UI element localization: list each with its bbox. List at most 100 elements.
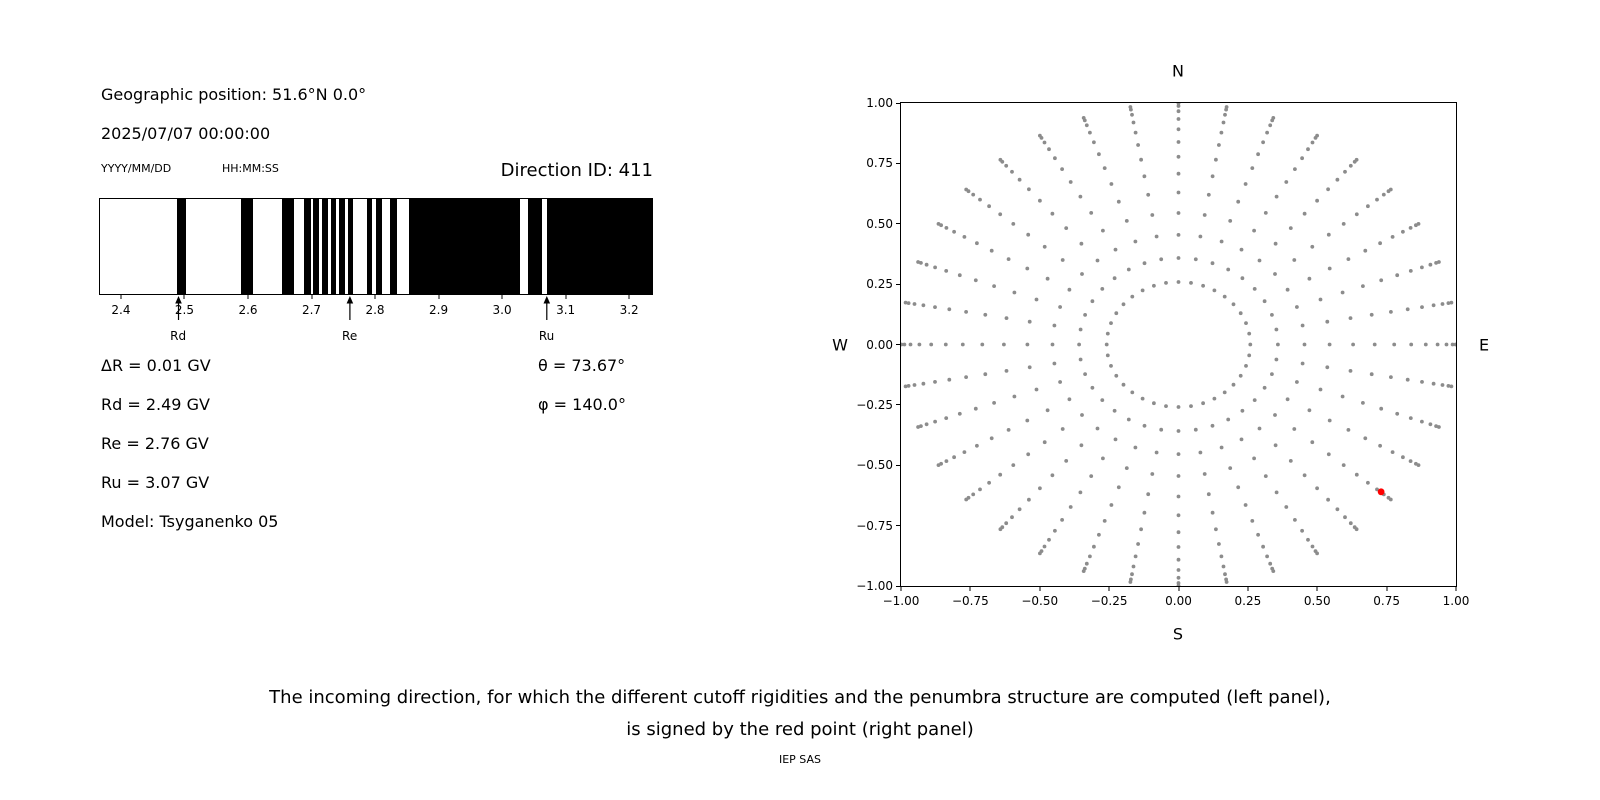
red-point [1377, 488, 1385, 496]
penumbra-plot [99, 198, 653, 295]
penumbra-band [313, 199, 320, 294]
theta-text: θ = 73.67° [538, 356, 626, 375]
penumbra-band [282, 199, 295, 294]
penumbra-band [241, 199, 254, 294]
phi-text: φ = 140.0° [538, 395, 626, 414]
x-tick-label: 0.00 [1165, 594, 1192, 608]
grid-dots [899, 101, 1458, 588]
compass-east: E [1478, 335, 1490, 355]
x-tick-mark [1039, 587, 1041, 591]
penumbra-tick-mark [501, 295, 503, 299]
y-tick-label: 1.00 [866, 96, 893, 110]
y-tick-mark [896, 525, 900, 527]
penumbra-tick-label: 2.5 [174, 303, 195, 317]
dir-xtick-marks [900, 587, 1457, 591]
penumbra-band [348, 199, 354, 294]
penumbra-tick-mark [628, 295, 630, 299]
penumbra-band [375, 199, 383, 294]
penumbra-band [408, 199, 520, 294]
penumbra-tick-mark [374, 295, 376, 299]
delta-r-text: ΔR = 0.01 GV [101, 356, 211, 375]
penumbra-tick-mark [247, 295, 249, 299]
y-tick-mark [896, 162, 900, 164]
marker-label: Rd [170, 329, 187, 343]
penumbra-band [322, 199, 329, 294]
penumbra-band [338, 199, 346, 294]
y-tick-label: 0.75 [866, 156, 893, 171]
y-tick-mark [896, 404, 900, 406]
x-tick-label: 0.75 [1373, 594, 1400, 608]
datetime-text: 2025/07/07 00:00:00 [101, 124, 271, 143]
model-text: Model: Tsyganenko 05 [101, 512, 279, 531]
direction-id-text: Direction ID: 411 [500, 160, 653, 181]
up-arrow-icon [346, 296, 353, 320]
x-tick-mark [969, 587, 971, 591]
penumbra-band [390, 199, 397, 294]
penumbra-tick-label: 2.9 [429, 303, 449, 317]
penumbra-tick-mark [120, 295, 122, 299]
direction-scatter [899, 101, 1458, 588]
x-tick-mark [1386, 587, 1388, 591]
x-tick-label: −0.50 [1021, 594, 1059, 608]
marker-label: Re [342, 329, 358, 343]
penumbra-tick-label: 3.0 [492, 303, 512, 317]
penumbra-band [528, 199, 543, 294]
x-tick-mark [1108, 587, 1110, 591]
y-tick-label: 0.50 [866, 216, 893, 231]
y-tick-mark [896, 585, 900, 587]
x-tick-mark [1247, 587, 1249, 591]
x-tick-label: −0.25 [1090, 594, 1128, 608]
date-format-label: YYYY/MM/DD [101, 162, 172, 175]
x-tick-mark [1316, 587, 1318, 591]
compass-south: S [1172, 624, 1184, 644]
re-text: Re = 2.76 GV [101, 434, 209, 453]
dir-xtick-labels: −1.00 −0.75 −0.50 −0.25 0.00 0.25 0.50 0.75 1.00 [883, 592, 1470, 608]
penumbra-tick-label: 2.4 [111, 303, 131, 317]
caption-line2: is signed by the red point (right panel) [626, 719, 974, 740]
y-tick-label: −0.75 [856, 518, 893, 533]
x-tick-mark [1178, 587, 1179, 591]
penumbra-band [303, 199, 311, 294]
geo-position-text: Geographic position: 51.6°N 0.0° [101, 85, 367, 104]
penumbra-tick-mark [565, 295, 567, 299]
penumbra-tick-label: 2.8 [365, 303, 385, 317]
up-arrow-icon [543, 296, 550, 320]
penumbra-band [366, 199, 373, 294]
direction-plot [899, 101, 1458, 588]
dir-ytick-labels: 1.00 0.75 0.50 0.25 0.00 −0.25 −0.50 −0.75 −1.00 [833, 96, 893, 593]
y-tick-label: 0.00 [866, 337, 893, 352]
dir-ytick-marks [896, 102, 900, 587]
rigidity-marker-rd: Rd [170, 296, 186, 343]
penumbra-tick-label: 2.6 [238, 303, 258, 317]
x-tick-label: 0.50 [1303, 594, 1331, 608]
x-tick-mark [1455, 587, 1457, 591]
credit-text: IEP SAS [778, 753, 822, 766]
x-tick-label: −1.00 [882, 594, 920, 608]
caption-line1: The incoming direction, for which the di… [269, 687, 1331, 708]
y-tick-mark [896, 344, 900, 345]
compass-north: N [1172, 61, 1184, 81]
penumbra-band [331, 199, 336, 294]
rigidity-marker-re: Re [342, 296, 357, 343]
penumbra-tick-label: 3.1 [556, 303, 576, 317]
rd-text: Rd = 2.49 GV [101, 395, 210, 414]
penumbra-tick-label: 2.7 [301, 303, 322, 317]
x-tick-label: −0.75 [951, 594, 989, 608]
x-tick-label: 0.25 [1234, 594, 1262, 608]
penumbra-band [176, 199, 186, 294]
up-arrow-icon [174, 296, 182, 320]
y-tick-label: −1.00 [856, 579, 893, 593]
y-tick-mark [896, 283, 900, 285]
penumbra-band [546, 199, 652, 294]
penumbra-tick-mark [311, 295, 313, 299]
penumbra-tick-label: 3.2 [619, 303, 639, 317]
y-tick-label: 0.25 [866, 277, 893, 292]
y-tick-mark [896, 223, 900, 225]
penumbra-tick-mark [183, 295, 185, 299]
y-tick-label: −0.25 [856, 397, 893, 412]
penumbra-xaxis: 2.4 2.5 2.6 2.7 2.8 2.9 3.0 3.1 3.2 Rd Re Ru [100, 295, 652, 355]
ru-text: Ru = 3.07 GV [101, 473, 210, 492]
y-tick-mark [896, 464, 900, 466]
x-tick-mark [900, 587, 902, 591]
